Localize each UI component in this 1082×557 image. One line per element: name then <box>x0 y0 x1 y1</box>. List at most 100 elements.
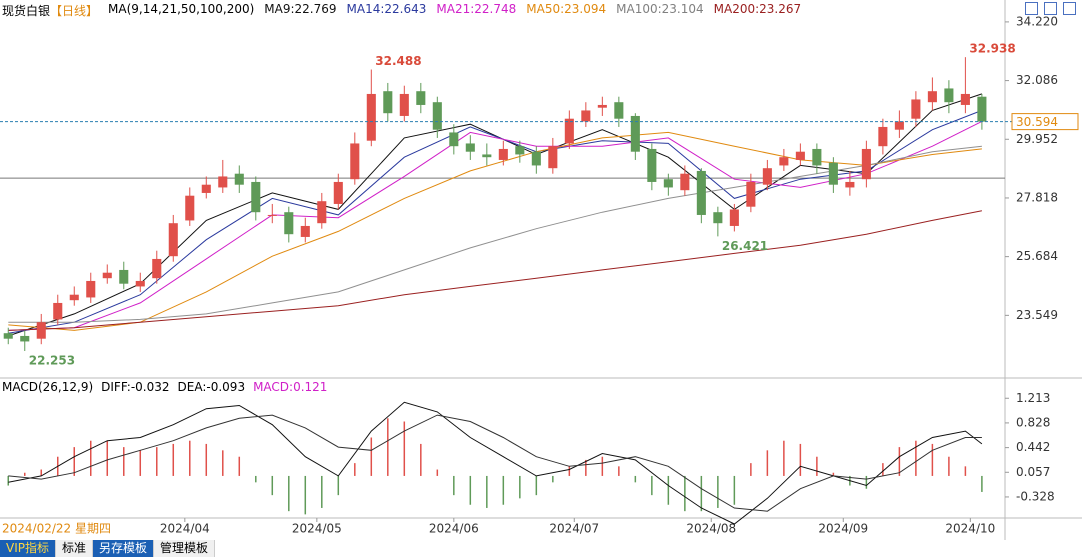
indicator-line <box>8 131 982 331</box>
candle-body <box>86 280 96 298</box>
ma-legend: MA21:22.748 <box>436 2 517 16</box>
ma-legend: MA50:23.094 <box>526 2 607 16</box>
candle-body <box>333 181 343 204</box>
candle-body <box>630 115 640 152</box>
candle-body <box>416 91 426 105</box>
y-tick-label: 1.213 <box>1016 391 1050 405</box>
y-tick-label: 25.684 <box>1016 249 1058 263</box>
ma-legend: MA100:23.104 <box>616 2 704 16</box>
x-tick-label: 2024/04 <box>160 522 210 536</box>
candle-body <box>36 322 46 339</box>
candle-body <box>69 294 79 301</box>
tab[interactable]: VIP指标 <box>0 540 56 557</box>
candle-body <box>465 143 475 152</box>
candle-body <box>779 157 789 166</box>
ma-legend: MA9:22.769 <box>264 2 337 16</box>
candle-body <box>927 91 937 103</box>
window-icons <box>1025 2 1076 15</box>
candle-body <box>152 258 162 279</box>
x-tick-label: 2024/08 <box>686 522 736 536</box>
tab[interactable]: 标准 <box>56 540 94 557</box>
candle-body <box>861 148 871 180</box>
candle-body <box>267 214 277 216</box>
y-tick-label: 23.549 <box>1016 308 1058 322</box>
y-tick-label: 27.818 <box>1016 190 1058 204</box>
last-price-label: 30.594 <box>1016 115 1058 129</box>
extreme-label: 32.938 <box>969 42 1015 56</box>
symbol: 现货白银 <box>2 4 51 18</box>
candle-body <box>581 110 591 122</box>
candle-body <box>828 162 838 185</box>
y-tick-label: 29.952 <box>1016 132 1058 146</box>
candle-body <box>729 209 739 226</box>
macd-header: MACD(26,12,9) DIFF:-0.032 DEA:-0.093 MAC… <box>2 380 327 394</box>
period: 【日线】 <box>50 4 99 18</box>
icon[interactable] <box>1044 2 1057 15</box>
cursor-date: 2024/02/22 星期四 <box>2 522 111 536</box>
y-tick-label: 0.828 <box>1016 415 1050 429</box>
extreme-label: 32.488 <box>375 54 421 68</box>
x-tick-label: 2024/10 <box>945 522 995 536</box>
candle-body <box>383 91 393 114</box>
indicator-line <box>8 414 982 512</box>
candle-body <box>812 148 822 166</box>
candle-body <box>399 93 409 116</box>
candle-body <box>713 212 723 224</box>
x-tick-label: 2024/06 <box>429 522 479 536</box>
candle-body <box>911 99 921 119</box>
candle-body <box>119 269 129 284</box>
indicator-line <box>8 120 983 331</box>
candle-body <box>234 173 244 185</box>
y-tick-label: 0.057 <box>1016 465 1050 479</box>
y-tick-label: -0.328 <box>1016 489 1055 503</box>
candle-body <box>894 121 904 130</box>
candle-body <box>515 146 525 155</box>
candle-body <box>696 170 706 215</box>
last-price-box <box>1011 113 1079 131</box>
candle-body <box>845 181 855 188</box>
candle-body <box>185 195 195 221</box>
icon[interactable] <box>1025 2 1038 15</box>
candle-body <box>564 118 574 144</box>
tab[interactable]: 另存模板 <box>93 540 155 557</box>
candle-body <box>614 102 624 119</box>
candle-body <box>449 132 459 147</box>
candle-body <box>53 302 63 320</box>
tab[interactable]: 管理模板 <box>154 540 216 557</box>
candle-body <box>284 212 294 235</box>
candle-body <box>680 173 690 191</box>
extreme-label: 26.421 <box>722 239 768 253</box>
macd-title: MACD(26,12,9) <box>2 380 94 394</box>
extreme-label: 22.253 <box>29 353 75 367</box>
candle-body <box>944 88 954 103</box>
y-tick-label: 34.220 <box>1016 14 1058 28</box>
candle-body <box>201 184 211 193</box>
candle-body <box>432 102 442 130</box>
candle-body <box>960 93 970 105</box>
candle-body <box>300 225 310 237</box>
x-tick-label: 2024/09 <box>818 522 868 536</box>
candle-body <box>3 333 13 339</box>
candle-body <box>663 179 673 188</box>
candle-body <box>251 181 261 213</box>
x-tick-label: 2024/05 <box>292 522 342 536</box>
candle-body <box>366 93 376 141</box>
candle-body <box>482 154 492 158</box>
candle-body <box>597 104 607 108</box>
candle-body <box>168 223 178 257</box>
candle-body <box>548 146 558 169</box>
candle-body <box>647 148 657 182</box>
candle-body <box>135 280 145 287</box>
ma-legend: MA14:22.643 <box>346 2 427 16</box>
template-tabs: VIP指标 标准 另存模板 管理模板 <box>0 540 216 557</box>
y-tick-label: 0.442 <box>1016 440 1050 454</box>
macd-text: MACD:0.121 <box>253 380 328 394</box>
indicator-line <box>8 93 983 337</box>
candle-body <box>795 151 805 160</box>
diff-text: DIFF:-0.032 <box>101 380 170 394</box>
x-tick-label: 2024/07 <box>549 522 599 536</box>
candle-body <box>878 126 888 147</box>
candle-body <box>746 181 756 207</box>
icon[interactable] <box>1063 2 1076 15</box>
chart: 34.220 32.086 29.952 27.818 25.684 23.549 32.4… <box>0 0 1082 540</box>
